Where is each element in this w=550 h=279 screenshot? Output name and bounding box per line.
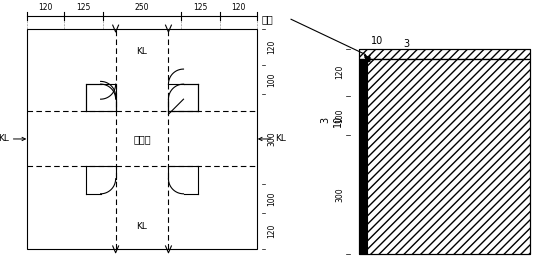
Text: KL: KL (276, 134, 287, 143)
Bar (360, 49, 530, 59)
Text: 250: 250 (135, 3, 149, 13)
Bar (367, 59, 530, 254)
Text: 柱顶面: 柱顶面 (133, 134, 151, 144)
Text: 10: 10 (333, 114, 343, 126)
Text: 120: 120 (336, 65, 344, 80)
Text: 120: 120 (39, 3, 53, 13)
Text: 120: 120 (231, 3, 245, 13)
Text: 100: 100 (267, 72, 276, 87)
Text: 120: 120 (267, 40, 276, 54)
Text: 120: 120 (267, 224, 276, 238)
Text: KL: KL (136, 47, 147, 56)
Text: 10: 10 (371, 36, 383, 46)
Text: 100: 100 (267, 191, 276, 206)
Bar (28, 29, 257, 249)
Text: 300: 300 (336, 187, 344, 202)
Text: 3: 3 (320, 117, 330, 124)
Text: 3: 3 (403, 39, 409, 49)
Bar (360, 59, 367, 254)
Text: 125: 125 (193, 3, 207, 13)
Text: 电焊: 电焊 (262, 14, 273, 24)
Text: 125: 125 (76, 3, 91, 13)
Bar (360, 59, 530, 254)
Bar (360, 49, 530, 59)
Text: KL: KL (0, 134, 9, 143)
Text: 300: 300 (267, 132, 276, 146)
Text: 100: 100 (336, 109, 344, 123)
Text: KL: KL (136, 222, 147, 231)
